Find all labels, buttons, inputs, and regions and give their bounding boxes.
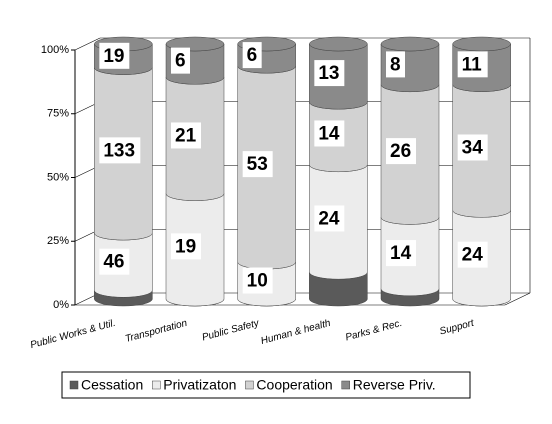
data-label: 53: [247, 154, 268, 175]
cylinder-top: [309, 36, 368, 52]
y-tick-label: 75%: [47, 108, 69, 120]
data-label-box: [242, 267, 273, 294]
data-label-box: [171, 122, 201, 149]
data-label-box: [99, 42, 130, 69]
data-label: 14: [318, 123, 340, 144]
data-label-box: [457, 51, 488, 78]
data-label: 6: [247, 45, 258, 66]
y-tick-label: 0%: [53, 299, 69, 311]
cylinder-top: [452, 36, 511, 52]
data-label-box: [99, 137, 141, 164]
cylinder-top: [380, 36, 440, 52]
data-label: 6: [175, 51, 186, 72]
x-tick-label: Support: [438, 318, 476, 338]
data-label-box: [386, 240, 416, 267]
data-label: 24: [318, 208, 340, 229]
legend-box: [61, 371, 471, 399]
legend-label: Cooperation: [256, 377, 332, 393]
cylinder-top: [165, 36, 225, 52]
data-label: 11: [462, 54, 483, 75]
grid-depth: [74, 37, 101, 51]
legend-swatch: [69, 380, 79, 390]
data-label-box: [99, 248, 130, 275]
legend-swatch: [245, 380, 254, 390]
data-label: 13: [318, 63, 339, 84]
legend-label: Reverse Priv.: [353, 377, 436, 393]
x-tick-label: Human & health: [260, 318, 333, 347]
legend-label: Privatizaton: [163, 377, 236, 393]
data-label: 34: [462, 137, 484, 158]
x-tick-label: Parks & Rec.: [344, 318, 403, 344]
data-label-box: [171, 47, 190, 74]
y-tick-label: 100%: [41, 44, 69, 56]
legend-label: Cessation: [81, 377, 143, 393]
data-label-box: [386, 51, 405, 78]
data-label: 19: [103, 46, 124, 67]
data-label-box: [314, 60, 345, 87]
data-label: 21: [175, 125, 197, 146]
data-label-box: [386, 138, 416, 165]
x-tick-label: Transportation: [124, 318, 189, 345]
data-label-box: [457, 134, 488, 161]
data-label: 14: [390, 243, 412, 264]
data-label-box: [314, 205, 345, 232]
floor-right: [504, 292, 531, 306]
data-label-box: [242, 42, 262, 69]
y-tick-label: 50%: [47, 171, 69, 183]
data-label: 24: [462, 245, 484, 266]
legend-swatch: [152, 380, 161, 390]
data-label: 46: [103, 252, 124, 273]
data-label: 26: [390, 141, 411, 162]
data-label-box: [171, 233, 201, 260]
data-label: 8: [390, 54, 401, 75]
x-tick-label: Public Works & Util.: [29, 318, 117, 351]
data-label: 19: [175, 236, 196, 257]
data-label-box: [457, 241, 488, 268]
data-label-box: [314, 120, 345, 147]
x-tick-label: Public Safety: [201, 318, 261, 344]
legend: Cessation Privatizaton Cooperation Reverse …: [61, 371, 471, 399]
data-label: 133: [103, 140, 135, 161]
data-label: 10: [247, 271, 268, 292]
data-label-box: [242, 151, 273, 178]
legend-swatch: [341, 380, 350, 390]
y-tick-label: 25%: [47, 235, 69, 247]
